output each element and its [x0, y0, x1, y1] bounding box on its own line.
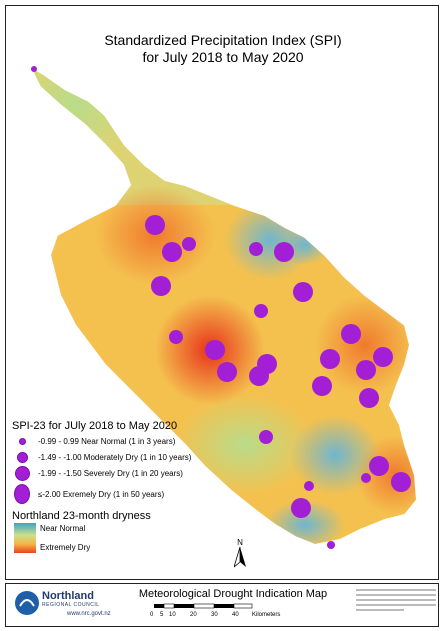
legend-item-severely-dry: -1.99 - -1.50 Severely Dry (1 in 20 year… [14, 466, 183, 481]
dryness-color-ramp [14, 523, 36, 553]
map-title: Standardized Precipitation Index (SPI) f… [0, 32, 446, 66]
dryness-legend-title: Northland 23-month dryness [12, 510, 151, 522]
legend-dot-xlarge [14, 484, 30, 504]
legend-dot-small [18, 438, 26, 445]
map-footer: Northland REGIONAL COUNCIL www.nrc.govt.… [5, 583, 439, 627]
dryness-high-label: Near Normal [40, 524, 86, 533]
map-notes-block [356, 586, 436, 614]
title-line-1: Standardized Precipitation Index (SPI) [104, 32, 342, 48]
station-marker [249, 366, 269, 386]
title-line-2: for July 2018 to May 2020 [142, 49, 304, 65]
station-marker [293, 282, 313, 302]
legend-item-extremely-dry: ≤-2.00 Exremely Dry (1 in 50 years) [14, 484, 164, 504]
station-marker [182, 237, 196, 251]
station-marker [369, 456, 389, 476]
north-arrow-icon [233, 546, 246, 569]
legend-item-moderately-dry: -1.49 - -1.00 Moderately Dry (1 in 10 ye… [14, 452, 191, 463]
legend-item-label: -0.99 - 0.99 Near Normal (1 in 3 years) [38, 437, 176, 446]
scale-tick-label: 5 [160, 612, 164, 618]
legend-item-near-normal: -0.99 - 0.99 Near Normal (1 in 3 years) [14, 437, 175, 446]
scale-tick-label: 30 [211, 612, 218, 618]
station-marker [274, 242, 294, 262]
scale-tick-label: 20 [190, 612, 197, 618]
station-markers [31, 66, 411, 549]
station-marker [151, 276, 171, 296]
station-marker [254, 304, 268, 318]
scale-bar [154, 603, 253, 609]
station-marker [359, 388, 379, 408]
station-marker [249, 242, 263, 256]
station-marker [291, 498, 311, 518]
station-marker [361, 473, 371, 483]
station-marker [341, 324, 361, 344]
organisation-logo: Northland REGIONAL COUNCIL www.nrc.govt.… [12, 586, 116, 624]
station-marker [312, 376, 332, 396]
station-marker [373, 347, 393, 367]
scale-tick-label: 40 [232, 612, 239, 618]
scale-unit-label: Kilometers [252, 612, 281, 618]
org-name: Northland [42, 590, 94, 602]
station-marker [162, 242, 182, 262]
station-marker [327, 541, 335, 549]
legend-item-label: ≤-2.00 Exremely Dry (1 in 50 years) [38, 489, 165, 499]
nrc-logo-icon [15, 591, 39, 615]
scale-tick-label: 0 [150, 612, 154, 618]
legend-item-label: -1.49 - -1.00 Moderately Dry (1 in 10 ye… [38, 453, 192, 462]
map-canvas [26, 62, 419, 549]
station-marker [31, 66, 37, 72]
legend-dot-large [14, 466, 30, 481]
org-subtitle: REGIONAL COUNCIL [42, 602, 100, 608]
station-marker [259, 430, 273, 444]
legend-title: SPI-23 for JUly 2018 to May 2020 [12, 420, 178, 432]
station-marker [356, 360, 376, 380]
station-marker [320, 349, 340, 369]
station-marker [304, 481, 314, 491]
north-label: N [237, 538, 243, 547]
legend-item-label: -1.99 - -1.50 Severely Dry (1 in 20 year… [38, 469, 183, 478]
station-marker [145, 215, 165, 235]
footer-map-title: Meteorological Drought Indication Map [138, 588, 328, 600]
station-marker [205, 340, 225, 360]
station-marker [217, 362, 237, 382]
coastline [26, 62, 419, 547]
org-url: www.nrc.govt.nz [67, 611, 111, 617]
station-marker [169, 330, 183, 344]
north-arrow: N [232, 538, 248, 574]
dryness-low-label: Extremely Dry [40, 543, 91, 552]
station-marker [391, 472, 411, 492]
scale-tick-label: 10 [169, 612, 176, 618]
legend-dot-medium [16, 452, 28, 463]
